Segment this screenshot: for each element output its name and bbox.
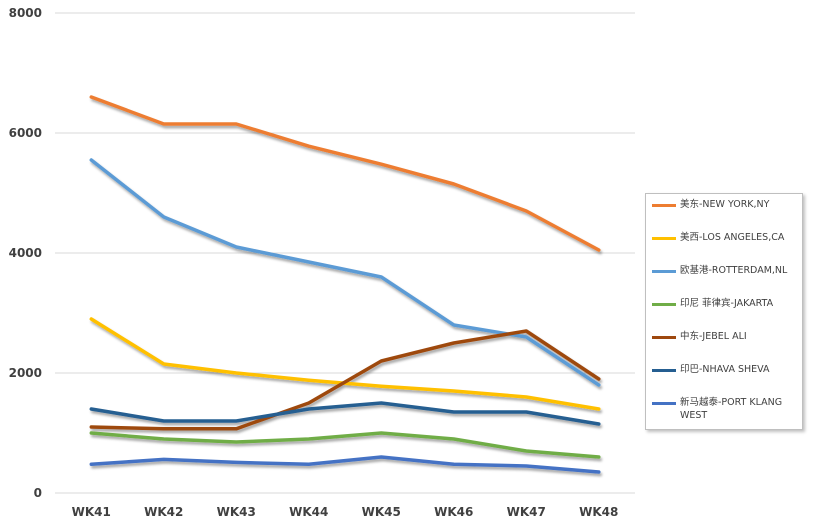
legend-swatch (652, 369, 676, 372)
legend-label: 美东-NEW YORK,NY (680, 199, 770, 210)
series-line-3 (89, 431, 601, 459)
x-tick-label: WK48 (579, 505, 618, 519)
y-tick-label: 8000 (9, 6, 42, 20)
x-tick-label: WK42 (144, 505, 183, 519)
legend-swatch (652, 402, 676, 405)
x-axis-ticks: WK41 WK42 WK43 WK44 WK45 WK46 WK47 WK48 (72, 505, 619, 519)
series-line-4 (89, 329, 601, 431)
y-tick-label: 2000 (9, 366, 42, 380)
legend-item: 美西-LOS ANGELES,CA (652, 231, 798, 264)
legend-item: 印尼 菲律宾-JAKARTA (652, 297, 798, 330)
legend-item: 印巴-NHAVA SHEVA (652, 363, 798, 396)
legend-label: 中东-JEBEL ALI (680, 331, 747, 342)
gridlines (55, 12, 635, 494)
legend-swatch (652, 237, 676, 240)
series-line-6 (89, 455, 601, 474)
legend-label: 印尼 菲律宾-JAKARTA (680, 298, 774, 309)
legend-swatch (652, 270, 676, 273)
x-tick-label: WK47 (507, 505, 546, 519)
y-axis-ticks: 0 2000 4000 6000 8000 (9, 6, 42, 500)
series-line-0 (89, 95, 601, 252)
legend-swatch (652, 336, 676, 339)
y-tick-label: 0 (34, 486, 42, 500)
legend-label: 欧基港-ROTTERDAM,NL (680, 265, 788, 276)
legend-item: 美东-NEW YORK,NY (652, 198, 798, 231)
legend-swatch (652, 303, 676, 306)
y-tick-label: 4000 (9, 246, 42, 260)
series-line-2 (89, 158, 601, 387)
x-tick-label: WK44 (289, 505, 328, 519)
legend-label: 新马越泰-PORT KLANG WEST (680, 397, 783, 421)
x-tick-label: WK43 (217, 505, 256, 519)
series-lines (89, 95, 601, 474)
x-tick-label: WK41 (72, 505, 111, 519)
legend-item: 中东-JEBEL ALI (652, 330, 798, 363)
series-line-5 (89, 401, 601, 426)
legend-item: 欧基港-ROTTERDAM,NL (652, 264, 798, 297)
legend-item: 新马越泰-PORT KLANG WEST (652, 396, 798, 429)
legend-label: 印巴-NHAVA SHEVA (680, 364, 770, 375)
legend-swatch (652, 204, 676, 207)
legend-label: 美西-LOS ANGELES,CA (680, 232, 785, 243)
y-tick-label: 6000 (9, 126, 42, 140)
legend: 美东-NEW YORK,NY 美西-LOS ANGELES,CA 欧基港-ROTTE… (645, 193, 803, 430)
x-tick-label: WK46 (434, 505, 473, 519)
x-tick-label: WK45 (362, 505, 401, 519)
